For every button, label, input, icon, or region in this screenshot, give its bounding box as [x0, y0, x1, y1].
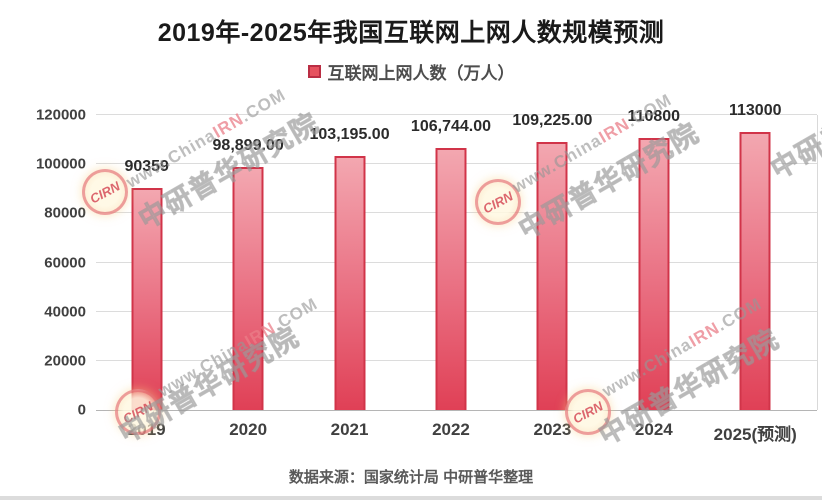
legend-swatch-icon: [307, 64, 321, 78]
y-tick-label: 60000: [44, 254, 86, 271]
y-tick-label: 40000: [44, 303, 86, 321]
bar-2019: [131, 187, 163, 410]
bar-value-label: 98,899.00: [212, 136, 284, 154]
plot-area: 90359 98,899.00 103,195.00 106,744.00 109,22…: [96, 102, 818, 411]
x-tick-label: 2025(预测): [713, 425, 797, 444]
bar-value-label: 109,225.00: [512, 111, 593, 129]
data-source-note: 数据来源：国家统计局 中研普华整理: [288, 469, 534, 486]
bar-value-label: 90359: [124, 157, 169, 175]
bar-value-label: 103,195.00: [309, 126, 390, 144]
bars-row: 90359 98,899.00 103,195.00 106,744.00 109,22…: [96, 102, 806, 410]
x-tick-label: 2020: [229, 420, 268, 439]
x-tick-label: 2023: [533, 420, 572, 439]
y-tick-label: 80000: [44, 204, 86, 222]
bar-value-label: 106,744.00: [410, 117, 492, 135]
x-tick-label: 2019: [127, 420, 166, 439]
bar-2020: [232, 166, 264, 410]
bar-slot: 106,744.00: [400, 115, 501, 410]
y-tick-label: 120000: [35, 106, 86, 124]
x-axis-labels: 2019 2020 2021 2022 2023 2024 2025(预测): [96, 420, 806, 445]
x-axis-line: [96, 410, 817, 411]
legend-label: 互联网上网人数（万人）: [327, 63, 515, 83]
x-tick-label: 2022: [432, 420, 470, 439]
bar-slot: 113000: [705, 102, 806, 410]
chart-title: 2019年-2025年我国互联网上网人数规模预测: [157, 19, 665, 47]
y-tick-label: 100000: [35, 155, 86, 173]
bar-2024: [638, 137, 670, 410]
x-tick-label: 2024: [634, 420, 673, 439]
gridline: [96, 114, 817, 115]
bar-slot: 103,195.00: [299, 115, 400, 410]
bar-2025(预测): [739, 132, 771, 410]
bar-value-label: 113000: [728, 102, 782, 120]
chart-legend: 互联网上网人数（万人）: [0, 61, 822, 83]
bar-slot: 109,225.00: [502, 111, 603, 410]
bar-slot: 98,899.00: [197, 115, 298, 410]
bar-slot: 110800: [603, 108, 704, 410]
bar-2023: [536, 141, 568, 410]
bar-slot: 90359: [96, 115, 197, 410]
bar-value-label: 110800: [627, 107, 681, 125]
bar-2022: [435, 147, 467, 410]
y-tick-label: 0: [77, 401, 86, 419]
y-tick-label: 20000: [44, 352, 86, 370]
bar-2021: [334, 156, 366, 410]
x-tick-label: 2021: [330, 420, 369, 439]
y-axis-labels: 0 20000 40000 60000 80000 100000 120000: [0, 108, 86, 418]
bottom-divider: [0, 496, 822, 500]
